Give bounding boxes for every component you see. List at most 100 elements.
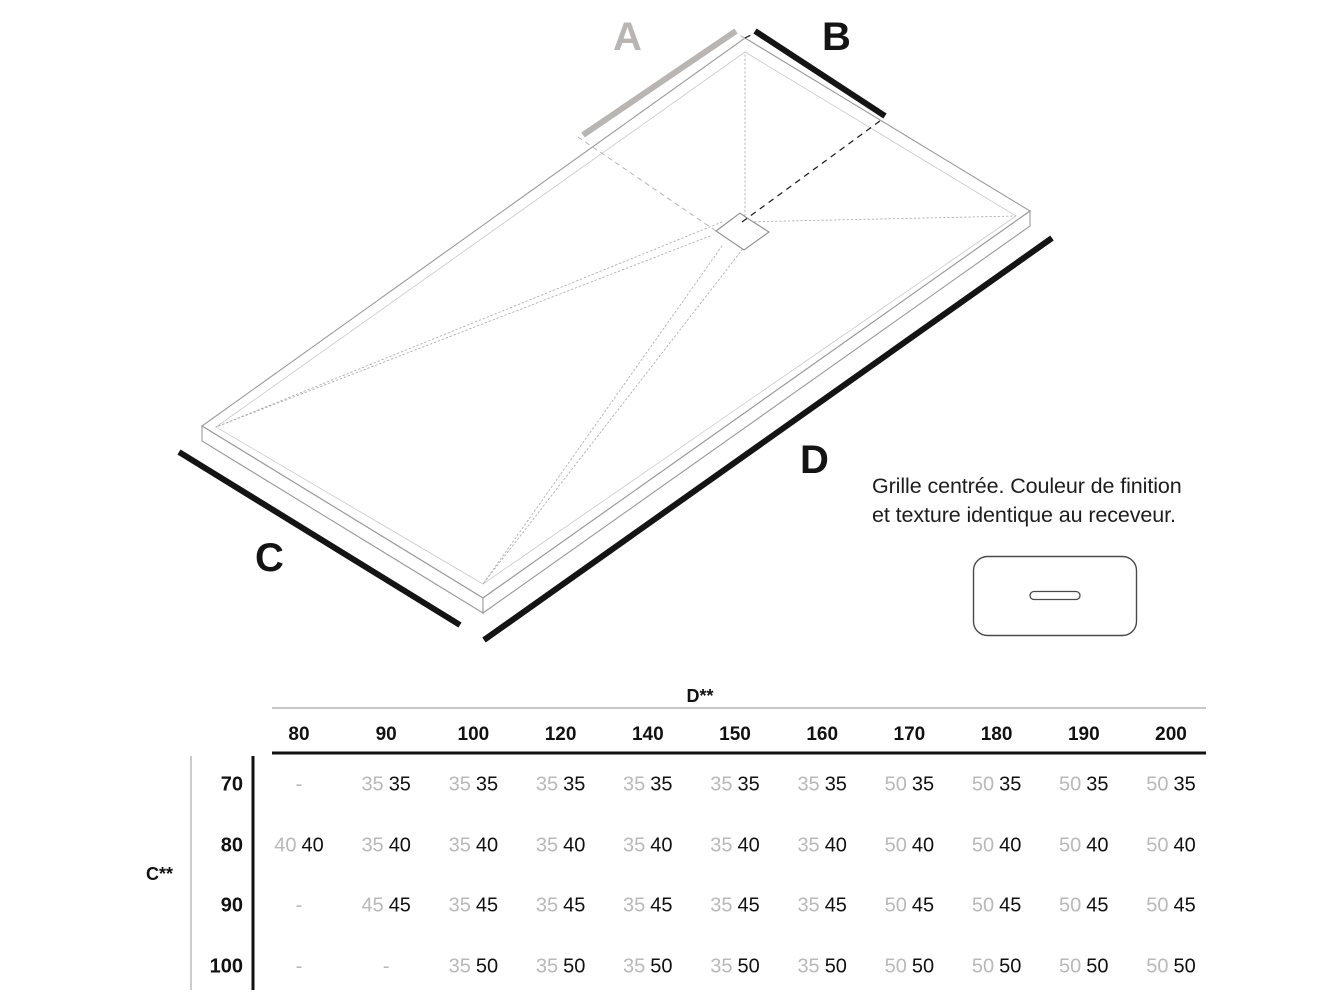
dimension-b-line bbox=[753, 28, 887, 119]
tray-isometric-svg bbox=[177, 28, 1054, 643]
column-header-80: 80 bbox=[288, 724, 310, 745]
cell-value-black: 45 bbox=[737, 894, 760, 917]
drain-grille-icon bbox=[972, 555, 1138, 642]
cell-value-black: 50 bbox=[824, 955, 847, 977]
cell-value-gray: 35 bbox=[535, 834, 559, 856]
column-header-180: 180 bbox=[980, 724, 1013, 745]
note-block: Grille centrée. Couleur de finition et t… bbox=[872, 472, 1272, 637]
cell-value-black: 35 bbox=[737, 773, 760, 796]
cell-value-gray: 50 bbox=[1059, 773, 1082, 796]
cell-80-200: 50 40 bbox=[1146, 834, 1196, 857]
row-header-80: 80 bbox=[220, 834, 243, 856]
cell-value-black: 35 bbox=[475, 773, 499, 796]
table-rules-svg bbox=[190, 707, 1206, 990]
cell-100-90-empty: - bbox=[382, 955, 390, 977]
cell-value-gray: 50 bbox=[971, 773, 995, 796]
cell-value-black: 50 bbox=[1086, 955, 1109, 977]
cell-value-gray: 35 bbox=[710, 834, 733, 856]
dimension-label-d: D bbox=[800, 438, 829, 482]
cell-70-150: 35 35 bbox=[710, 774, 760, 797]
row-axis-label: C** bbox=[146, 864, 174, 884]
cell-value-black: 40 bbox=[1086, 834, 1109, 856]
cell-value-black: 35 bbox=[824, 773, 847, 796]
drain-grille-diamond bbox=[715, 212, 770, 251]
dimension-spec-table: D** C** 80 90 100 120 140 150 160 170 180 190 200 … bbox=[0, 668, 1336, 1002]
cell-80-150: 35 40 bbox=[710, 834, 760, 857]
cell-70-100: 35 35 bbox=[449, 774, 499, 797]
cell-80-160: 35 40 bbox=[797, 834, 847, 857]
cell-80-170: 50 40 bbox=[885, 834, 935, 857]
cell-value-gray: 35 bbox=[623, 955, 646, 977]
cell-value-gray: 35 bbox=[535, 955, 559, 977]
cell-value-gray: 35 bbox=[710, 955, 733, 977]
cell-value-gray: 35 bbox=[797, 834, 820, 856]
cell-value-gray: 50 bbox=[1146, 955, 1169, 977]
cell-value-gray: 35 bbox=[797, 773, 820, 796]
cell-100-150: 35 50 bbox=[710, 955, 760, 978]
cell-value-black: 45 bbox=[388, 894, 411, 917]
cell-value-gray: 35 bbox=[623, 773, 646, 796]
tray-front-right-face bbox=[482, 209, 1031, 615]
cell-value-gray: 35 bbox=[710, 894, 733, 917]
cell-value-black: 35 bbox=[999, 773, 1022, 796]
cell-value-gray: 35 bbox=[448, 894, 471, 917]
dimension-d-line bbox=[482, 235, 1054, 643]
cell-90-200: 50 45 bbox=[1146, 895, 1196, 918]
cell-value-black: 35 bbox=[1086, 773, 1109, 796]
cell-80-180: 50 40 bbox=[972, 834, 1022, 857]
cell-value-gray: 50 bbox=[1146, 834, 1169, 856]
cell-70-80-empty: - bbox=[295, 773, 303, 796]
cell-value-black: 45 bbox=[650, 894, 673, 917]
cell-80-140: 35 40 bbox=[623, 834, 673, 857]
cell-value-gray: 35 bbox=[623, 894, 646, 917]
cell-value-gray: 35 bbox=[535, 894, 559, 917]
cell-90-160: 35 45 bbox=[797, 895, 847, 918]
cell-value-black: 40 bbox=[911, 834, 935, 856]
cell-value-gray: 50 bbox=[884, 955, 907, 977]
cell-70-170: 50 35 bbox=[885, 774, 935, 797]
column-header-100: 100 bbox=[457, 724, 490, 745]
cell-value-gray: 50 bbox=[1059, 894, 1082, 917]
cell-value-gray: 50 bbox=[884, 773, 907, 796]
cell-value-gray: 40 bbox=[274, 834, 297, 856]
cell-70-120: 35 35 bbox=[536, 774, 586, 797]
cell-value-black: 50 bbox=[1173, 955, 1196, 977]
cell-90-120: 35 45 bbox=[536, 895, 586, 918]
cell-value-black: 40 bbox=[388, 834, 411, 856]
cell-value-black: 45 bbox=[911, 894, 935, 917]
cell-value-black: 40 bbox=[824, 834, 847, 856]
cell-value-black: 35 bbox=[563, 773, 586, 796]
cell-90-100: 35 45 bbox=[449, 895, 499, 918]
row-header-90: 90 bbox=[220, 894, 243, 917]
cell-100-140: 35 50 bbox=[623, 955, 673, 978]
dimension-a-line bbox=[581, 28, 738, 138]
column-header-120: 120 bbox=[544, 724, 577, 745]
cell-90-190: 50 45 bbox=[1059, 895, 1109, 918]
cell-90-80-empty: - bbox=[295, 894, 303, 917]
cell-value-gray: 45 bbox=[361, 894, 384, 917]
cell-90-180: 50 45 bbox=[972, 895, 1022, 918]
cell-100-180: 50 50 bbox=[972, 955, 1022, 978]
column-header-160: 160 bbox=[806, 724, 839, 745]
slope-lines bbox=[215, 51, 1017, 585]
cell-value-gray: 50 bbox=[971, 834, 995, 856]
cell-80-120: 35 40 bbox=[536, 834, 586, 857]
cell-value-gray: 50 bbox=[1059, 834, 1082, 856]
grille-slot bbox=[1029, 590, 1081, 601]
column-header-200: 200 bbox=[1155, 724, 1187, 745]
column-header-140: 140 bbox=[631, 724, 664, 745]
cell-90-170: 50 45 bbox=[885, 895, 935, 918]
cell-value-black: 50 bbox=[475, 955, 499, 977]
cell-value-gray: 50 bbox=[1146, 773, 1169, 796]
cell-70-200: 50 35 bbox=[1146, 774, 1196, 797]
cell-value-gray: 35 bbox=[448, 955, 471, 977]
cell-100-120: 35 50 bbox=[536, 955, 586, 978]
cell-100-100: 35 50 bbox=[449, 955, 499, 978]
cell-90-150: 35 45 bbox=[710, 895, 760, 918]
cell-100-190: 50 50 bbox=[1059, 955, 1109, 978]
cell-value-black: 40 bbox=[737, 834, 760, 856]
cell-value-black: 50 bbox=[999, 955, 1022, 977]
cell-value-black: 35 bbox=[911, 773, 935, 796]
cell-value-black: 45 bbox=[475, 894, 499, 917]
cell-value-black: 50 bbox=[911, 955, 935, 977]
